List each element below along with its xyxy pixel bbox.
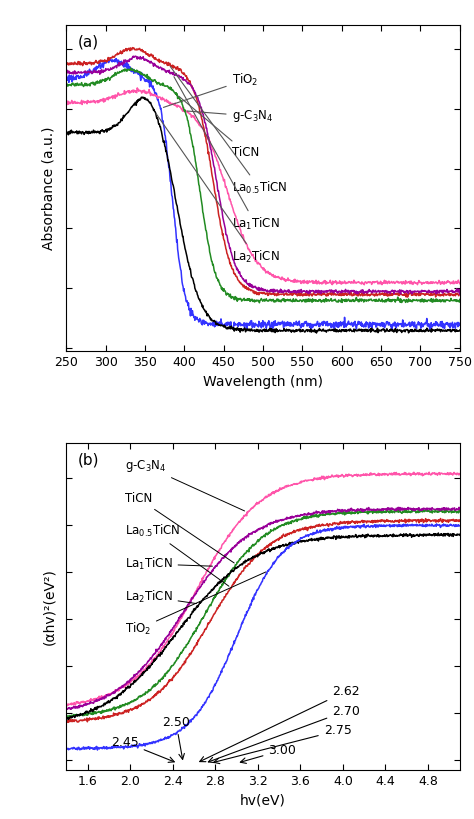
Text: La$_2$TiCN: La$_2$TiCN bbox=[125, 589, 197, 604]
Text: 3.00: 3.00 bbox=[240, 744, 296, 763]
Text: La$_2$TiCN: La$_2$TiCN bbox=[156, 114, 279, 265]
Text: g-C$_3$N$_4$: g-C$_3$N$_4$ bbox=[187, 108, 273, 124]
Text: g-C$_3$N$_4$: g-C$_3$N$_4$ bbox=[125, 458, 245, 511]
Text: La$_{0.5}$TiCN: La$_{0.5}$TiCN bbox=[125, 523, 229, 586]
Text: 2.62: 2.62 bbox=[200, 685, 360, 762]
Text: TiCN: TiCN bbox=[125, 492, 234, 563]
X-axis label: Wavelength (nm): Wavelength (nm) bbox=[203, 375, 323, 389]
Text: 2.70: 2.70 bbox=[209, 704, 360, 762]
Text: La$_{0.5}$TiCN: La$_{0.5}$TiCN bbox=[170, 66, 287, 196]
Y-axis label: Absorbance (a.u.): Absorbance (a.u.) bbox=[42, 126, 56, 250]
Text: (a): (a) bbox=[78, 34, 99, 49]
Text: (b): (b) bbox=[78, 453, 100, 468]
Text: 2.75: 2.75 bbox=[214, 724, 352, 763]
Y-axis label: (αhv)²(eV²): (αhv)²(eV²) bbox=[42, 568, 56, 645]
Text: TiO$_2$: TiO$_2$ bbox=[164, 72, 258, 107]
Text: La$_1$TiCN: La$_1$TiCN bbox=[174, 77, 279, 232]
Text: TiCN: TiCN bbox=[179, 96, 259, 159]
Text: TiO$_2$: TiO$_2$ bbox=[125, 572, 266, 637]
X-axis label: hv(eV): hv(eV) bbox=[240, 794, 286, 808]
Text: 2.45: 2.45 bbox=[111, 735, 174, 762]
Text: La$_1$TiCN: La$_1$TiCN bbox=[125, 556, 212, 572]
Text: 2.50: 2.50 bbox=[162, 716, 190, 759]
